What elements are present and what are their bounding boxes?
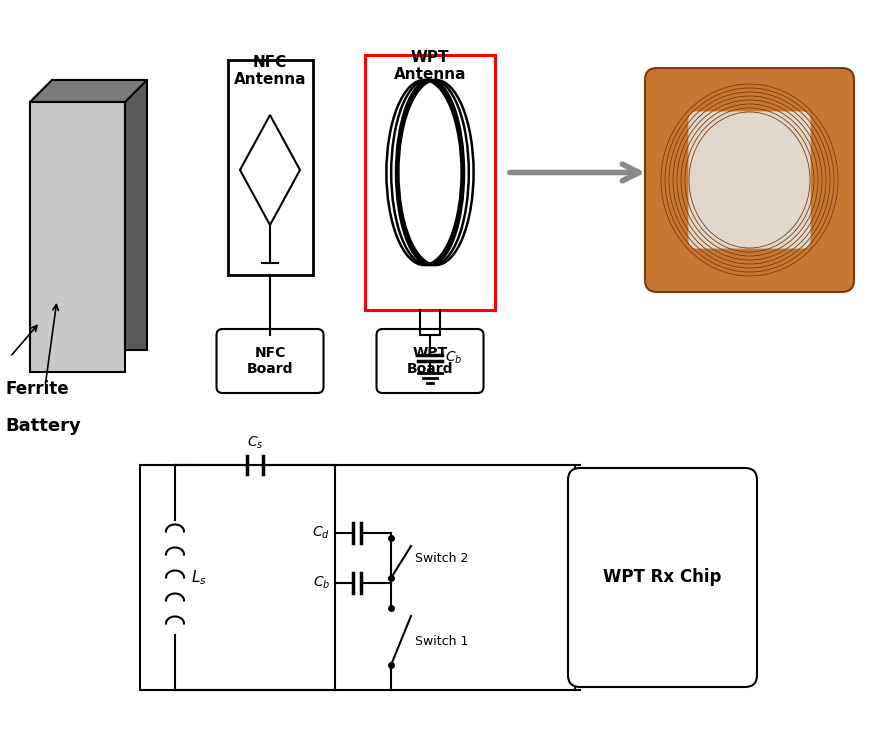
Text: $C_s$: $C_s$ [246,435,263,451]
Text: Switch 1: Switch 1 [415,635,469,648]
Text: NFC
Antenna: NFC Antenna [233,55,307,87]
FancyBboxPatch shape [568,468,757,687]
Text: NFC
Board: NFC Board [246,346,294,376]
Polygon shape [30,80,147,102]
FancyBboxPatch shape [645,68,854,292]
FancyBboxPatch shape [376,329,483,393]
Text: Ferrite: Ferrite [5,380,69,398]
Text: $L_s$: $L_s$ [191,569,206,587]
Text: Battery: Battery [5,417,81,435]
Polygon shape [30,102,125,372]
Text: WPT
Board: WPT Board [407,346,453,376]
Text: $C_b$: $C_b$ [445,350,463,366]
Text: Switch 2: Switch 2 [415,551,469,565]
FancyBboxPatch shape [687,110,812,250]
Bar [140,465,575,690]
Text: WPT
Antenna: WPT Antenna [394,50,466,83]
FancyBboxPatch shape [652,75,847,285]
Text: $C_d$: $C_d$ [312,525,330,541]
Bar [227,60,313,275]
Bar [365,55,495,310]
FancyBboxPatch shape [217,329,323,393]
Text: $C_b$: $C_b$ [313,575,330,591]
Polygon shape [52,80,147,350]
Text: WPT Rx Chip: WPT Rx Chip [604,569,722,587]
Polygon shape [240,115,300,225]
